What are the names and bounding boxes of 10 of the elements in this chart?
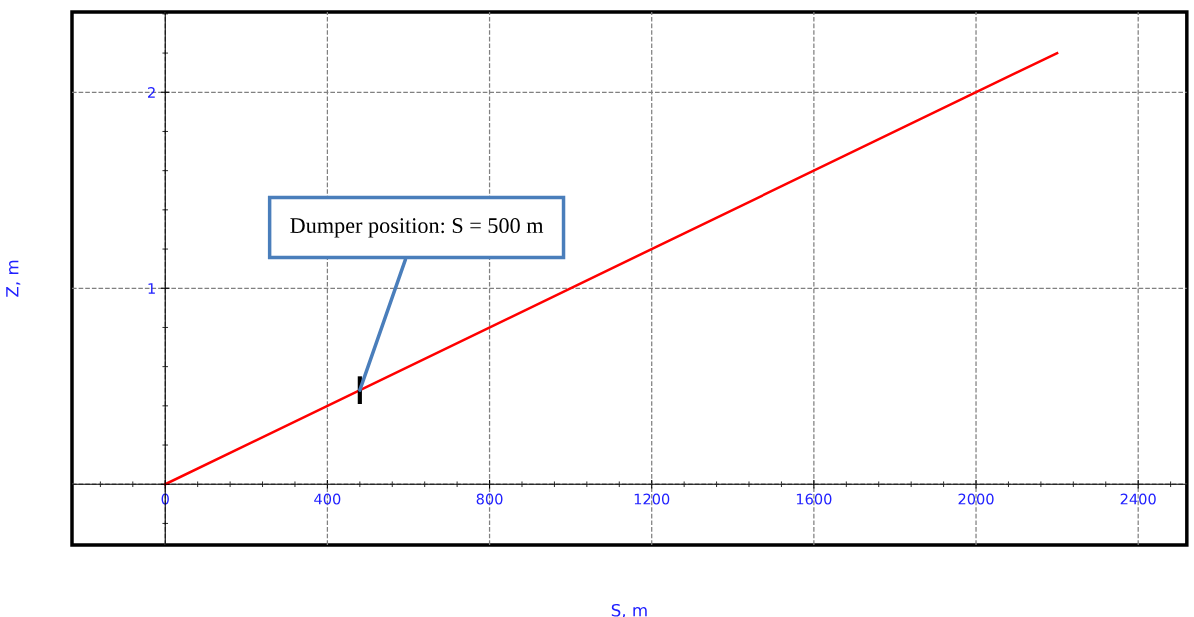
x-tick-label: 2400 [1120, 493, 1156, 505]
x-tick-label: 400 [314, 493, 341, 505]
y-tick-label: 2 [148, 86, 155, 98]
y-axis-title: Z, m [6, 260, 21, 297]
y-tick-label: 1 [148, 283, 155, 294]
x-tick-label: 2000 [958, 493, 994, 505]
annotation: Dumper position: S = 500 m [290, 218, 544, 238]
x-tick-label: 1600 [796, 493, 832, 505]
x-tick-label: 800 [476, 493, 503, 505]
x-tick-label: 1200 [634, 493, 670, 505]
